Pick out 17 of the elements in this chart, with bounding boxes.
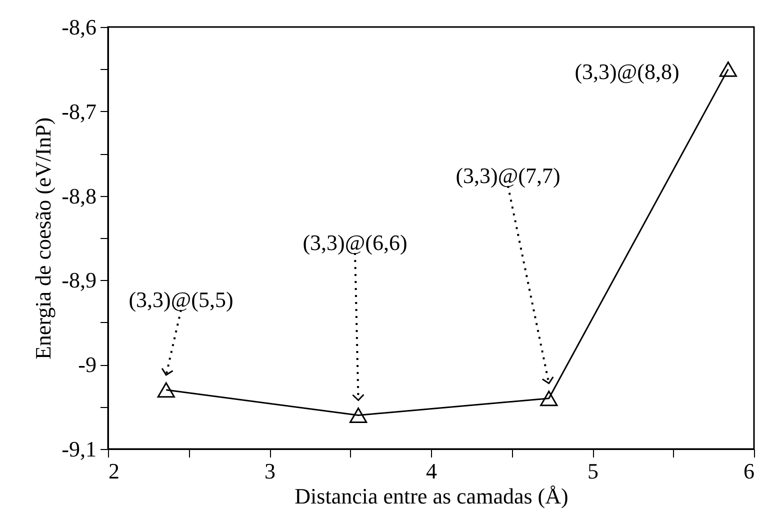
x-tick-label: 6 <box>744 458 754 484</box>
x-tick-label: 3 <box>264 458 276 484</box>
y-tick-label: -9 <box>78 352 96 378</box>
x-tick-label: 2 <box>108 458 120 484</box>
annotation: (3,3)@(7,7) <box>456 163 560 188</box>
y-tick-label: -8,7 <box>62 98 96 124</box>
y-tick-label: -8,8 <box>62 183 96 208</box>
x-axis-title: Distancia entre as camadas (Å) <box>294 484 568 508</box>
x-tick-label: 5 <box>588 458 598 484</box>
y-tick-label: -8,9 <box>62 268 96 293</box>
y-tick-label: -8,6 <box>62 14 96 40</box>
annotation: (3,3)@(8,8) <box>574 59 680 84</box>
annotation: (3,3)@(5,5) <box>128 287 234 312</box>
x-tick-label: 4 <box>426 458 437 484</box>
y-axis-title: Energia de coesão (eV/InP) <box>30 117 56 360</box>
y-tick-label: -9,1 <box>62 436 96 462</box>
annotation: (3,3)@(6,6) <box>302 230 408 255</box>
